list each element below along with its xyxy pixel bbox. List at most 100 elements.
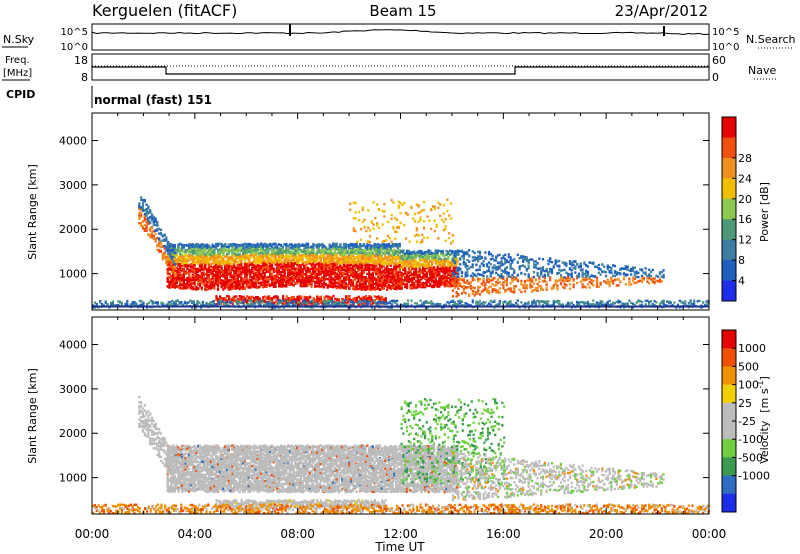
data-cell [207,267,211,271]
data-cell [233,277,236,280]
data-cell [404,277,407,281]
data-cell [405,257,409,260]
data-cell [243,268,247,272]
data-cell [189,285,193,288]
data-cell [371,258,374,261]
data-cell [200,273,203,276]
data-cell [245,245,248,248]
data-cell [222,244,225,247]
data-cell [413,254,416,257]
data-cell [375,259,378,262]
data-cell [189,283,193,286]
data-cell [357,256,360,259]
data-cell [339,257,342,261]
data-cell [371,259,374,262]
data-cell [236,261,239,264]
data-cell [411,277,414,280]
data-cell [229,270,232,273]
data-cell [339,287,342,290]
data-cell [189,269,193,272]
data-cell [285,249,288,253]
data-cell [206,251,209,254]
data-cell [400,281,403,285]
data-cell [344,269,347,272]
data-cell [342,252,346,255]
data-cell [384,254,387,258]
data-cell [353,268,356,271]
data-cell [256,264,259,268]
data-cell [330,269,333,273]
data-cell [308,281,311,284]
data-cell [209,249,212,252]
data-cell [207,257,211,260]
data-cell [360,257,364,260]
data-cell [396,252,400,256]
data-cell [342,271,346,275]
data-cell [281,266,284,270]
data-cell [413,257,416,260]
data-cell [170,247,173,250]
data-cell [207,249,211,253]
data-cell [177,247,180,250]
data-cell [310,248,313,251]
data-cell [260,248,263,251]
data-cell [170,267,173,270]
data-cell [270,259,274,262]
data-cell [191,265,194,268]
data-cell [312,263,315,266]
data-cell [258,255,261,258]
data-cell [177,256,180,260]
data-cell [395,268,398,272]
data-cell [204,265,207,268]
data-cell [290,283,293,286]
data-cell [252,281,256,284]
data-cell [254,283,257,286]
data-cell [256,279,259,283]
data-cell [378,249,382,252]
data-cell [242,287,245,290]
data-cell [355,288,358,291]
data-cell [207,270,211,273]
data-cell [213,265,216,268]
data-cell [366,246,369,250]
data-cell [360,275,364,278]
data-cell [391,277,394,280]
data-cell [369,286,373,290]
data-cell [387,259,391,262]
data-cell [207,279,211,283]
data-cell [369,253,373,257]
data-cell [254,251,257,255]
data-cell [393,273,396,276]
data-cell [393,243,396,246]
data-cell [333,273,337,276]
data-cell [328,281,331,284]
data-cell [360,269,364,273]
data-cell [238,285,241,288]
data-cell [335,244,338,247]
data-cell [272,285,275,288]
data-cell [290,261,293,265]
data-cell [369,260,373,264]
data-cell [393,280,396,283]
data-cell [236,266,239,270]
data-cell [326,284,329,287]
data-cell [236,268,239,271]
data-cell [405,271,409,274]
data-cell [272,243,275,246]
data-cell [224,283,227,286]
data-cell [231,259,234,262]
data-cell [209,279,212,282]
data-cell [310,276,313,279]
data-cell [175,248,178,251]
data-cell [218,273,221,276]
data-cell [297,248,301,251]
data-cell [166,280,169,283]
data-cell [373,250,376,253]
data-cell [400,261,403,265]
data-cell [393,275,396,279]
data-cell [265,280,268,283]
data-cell [258,275,261,279]
data-cell [375,278,378,281]
data-cell [189,245,193,248]
data-cell [224,286,227,290]
